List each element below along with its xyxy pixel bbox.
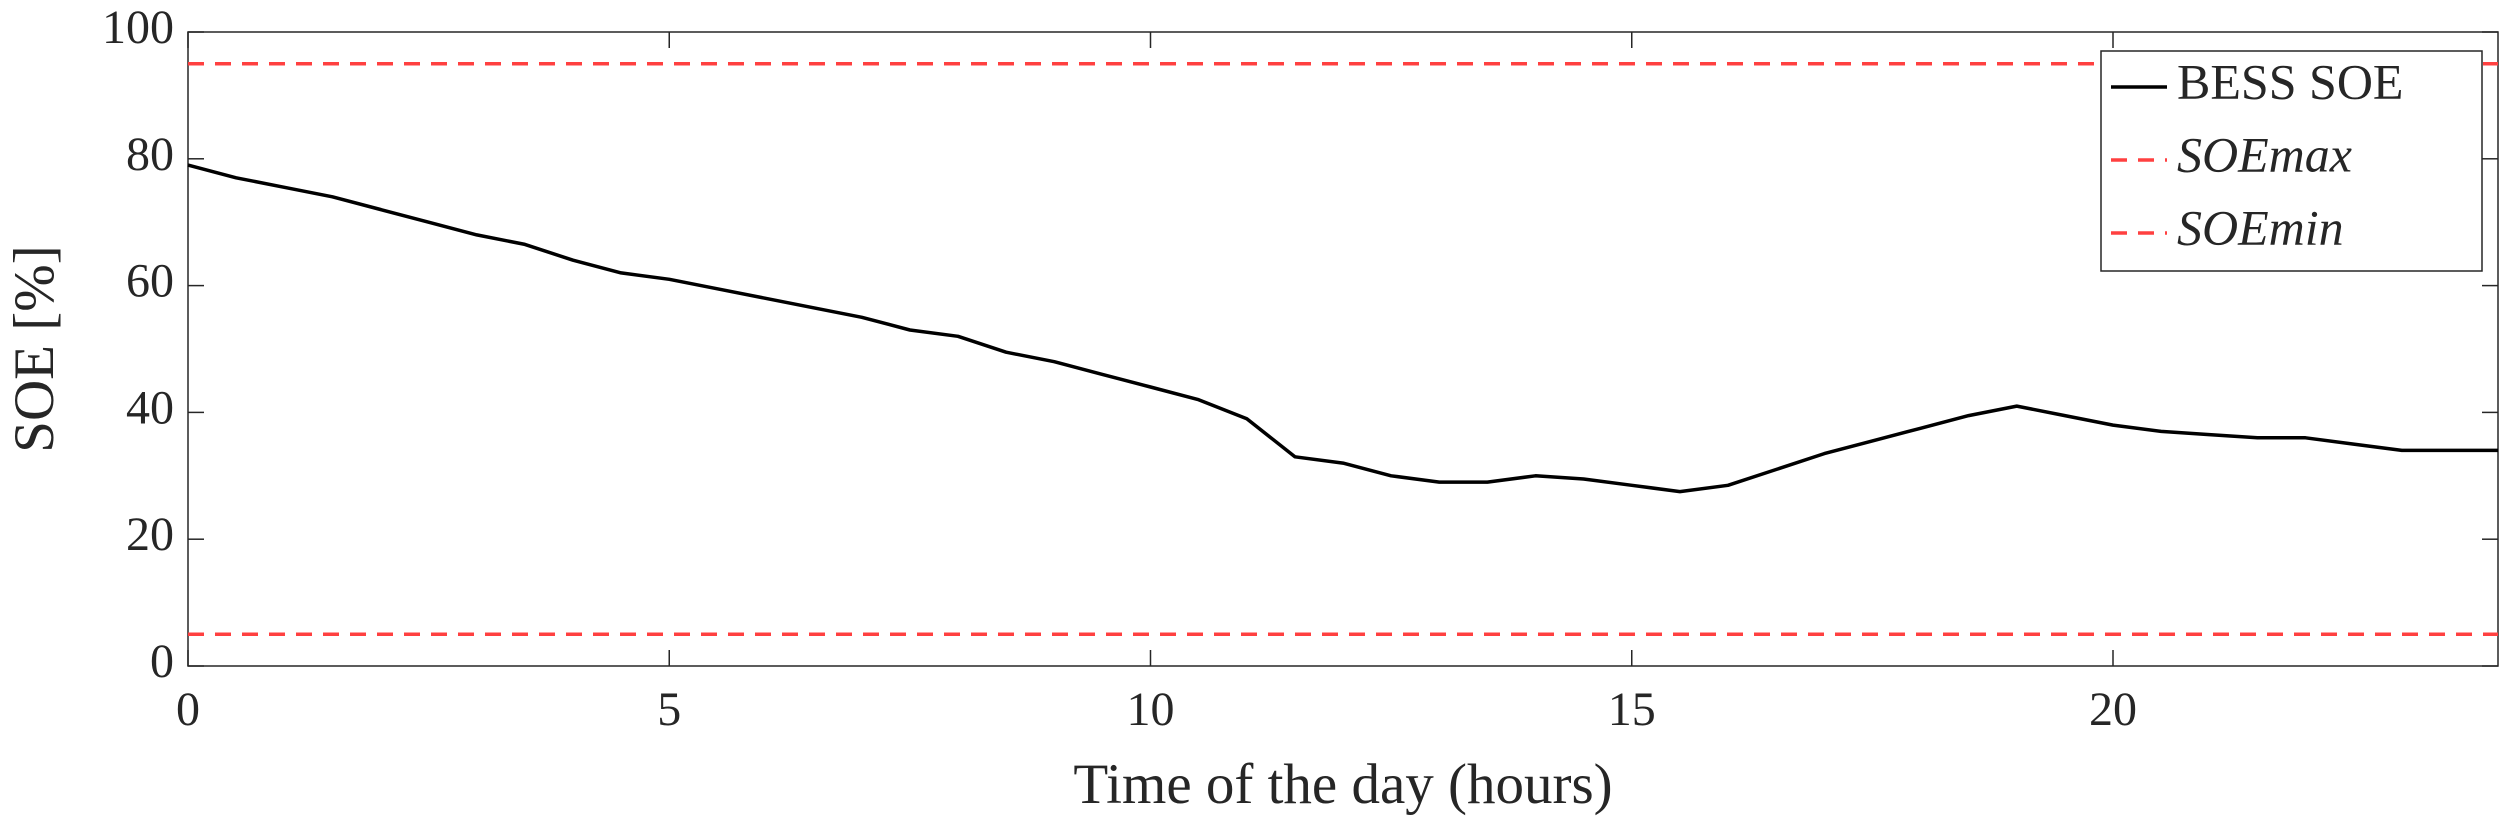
y-tick-label: 100 [102, 1, 174, 54]
x-axis-label: Time of the day (hours) [1073, 753, 1612, 816]
y-tick-label: 0 [150, 635, 174, 688]
x-tick-label: 15 [1608, 683, 1656, 736]
legend-label: SOEmin [2177, 199, 2344, 255]
y-tick-label: 60 [126, 255, 174, 308]
x-tick-label: 5 [657, 683, 681, 736]
x-tick-label: 20 [2089, 683, 2137, 736]
y-tick-label: 40 [126, 381, 174, 434]
legend-label: BESS SOE [2177, 53, 2403, 109]
plot-area [187, 31, 2499, 667]
legend-label: SOEmax [2177, 126, 2352, 182]
x-tick-label: 10 [1127, 683, 1175, 736]
x-tick-label: 0 [176, 683, 200, 736]
y-axis-label: SOE [%] [3, 245, 66, 452]
soe-line [187, 163, 2498, 494]
y-tick-label: 20 [126, 508, 174, 561]
y-tick-label: 80 [126, 128, 174, 181]
